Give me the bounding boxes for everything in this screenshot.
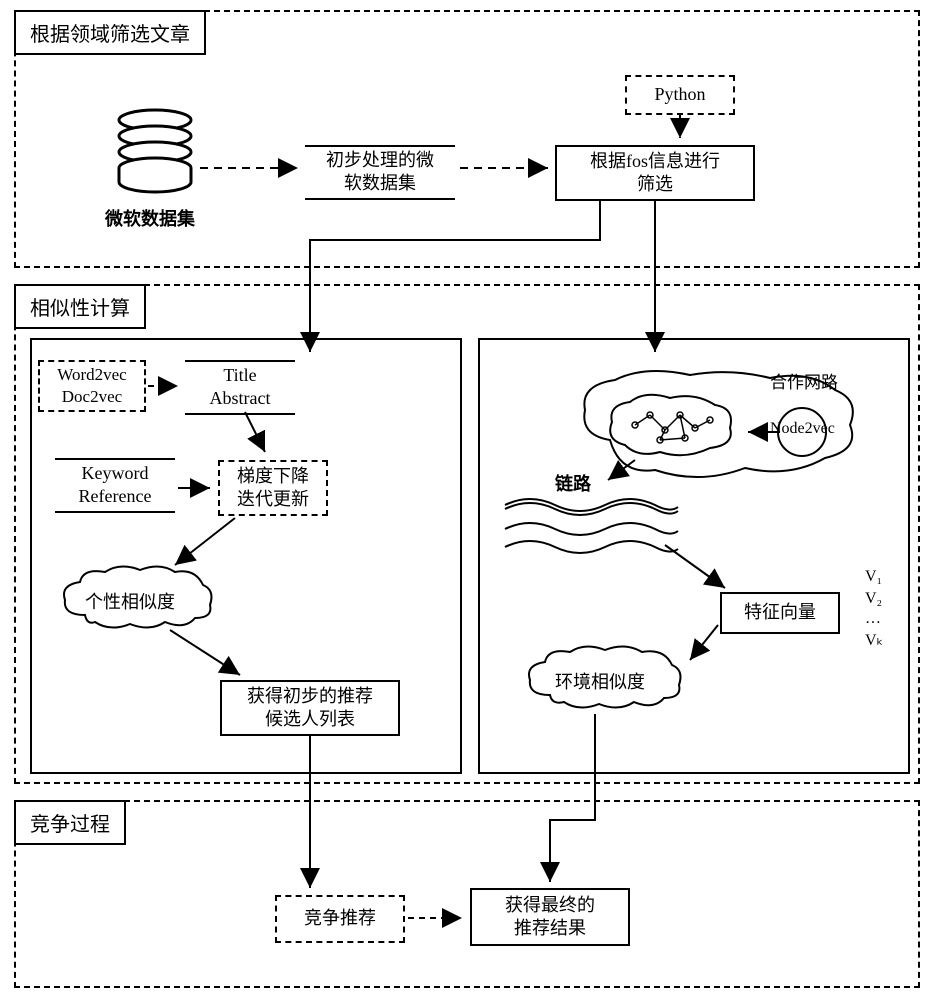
compete-rec-box: 竞争推荐 [275,895,405,943]
link-label: 链路 [555,470,591,496]
section-similarity-label: 相似性计算 [14,284,146,329]
fos-filter-box: 根据fos信息进行 筛选 [555,145,755,201]
word2vec-box: Word2vec Doc2vec [38,360,146,412]
personal-sim-text: 个性相似度 [85,588,175,614]
gradient-text: 梯度下降 迭代更新 [237,465,309,512]
database-icon [115,108,195,198]
title-abstract-text: Title Abstract [210,365,271,408]
link-waves [500,495,680,555]
database-label: 微软数据集 [105,205,195,231]
compete-rec-text: 竞争推荐 [304,907,376,930]
vector-dots: … [865,610,881,628]
keyword-ref-text: Keyword Reference [79,463,152,506]
feature-vector-box: 特征向量 [720,592,840,634]
python-text: Python [654,83,705,106]
fos-filter-text: 根据fos信息进行 筛选 [590,150,720,197]
vector-v2: V₂ [865,590,882,608]
preprocessed-text: 初步处理的微 软数据集 [326,150,434,193]
env-sim-text: 环境相似度 [555,668,645,694]
section-filter-label: 根据领域筛选文章 [14,10,206,55]
keyword-ref-box: Keyword Reference [55,458,175,513]
coop-network-label: 合作网路 [770,368,838,393]
word2vec-text: Word2vec Doc2vec [57,364,126,408]
section-competition-label: 竞争过程 [14,800,126,845]
vector-vk: Vₖ [865,630,883,650]
node2vec-label: Node2vec [770,420,835,438]
python-box: Python [625,75,735,115]
gradient-box: 梯度下降 迭代更新 [218,460,328,516]
final-result-box: 获得最终的 推荐结果 [470,888,630,946]
candidate-list-box: 获得初步的推荐 候选人列表 [220,680,400,736]
section-competition: 竞争过程 [14,800,920,988]
feature-vector-text: 特征向量 [744,601,816,624]
preprocessed-box: 初步处理的微 软数据集 [305,145,455,200]
vector-v1: V₁ [865,568,882,586]
final-result-text: 获得最终的 推荐结果 [505,894,595,941]
candidate-list-text: 获得初步的推荐 候选人列表 [247,685,373,732]
title-abstract-box: Title Abstract [185,360,295,415]
